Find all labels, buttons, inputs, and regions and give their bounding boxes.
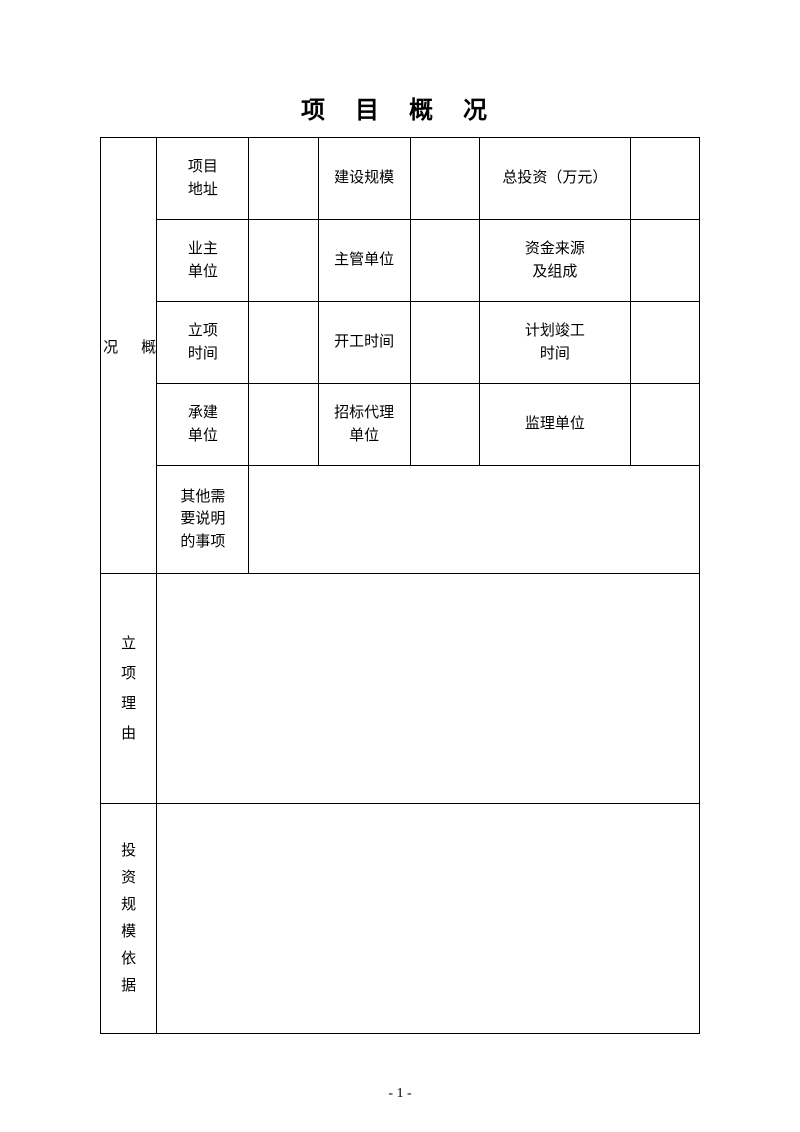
label-text: 概 xyxy=(139,339,155,372)
table-row: 立项 时间 开工时间 计划竣工 时间 xyxy=(101,302,700,384)
field-label: 招标代理 单位 xyxy=(318,384,410,466)
table-row: 投资规模依据 xyxy=(101,804,700,1034)
field-value xyxy=(630,302,699,384)
field-value xyxy=(410,384,479,466)
field-value xyxy=(249,138,318,220)
field-label: 开工时间 xyxy=(318,302,410,384)
field-label: 总投资（万元） xyxy=(479,138,630,220)
field-label: 建设规模 xyxy=(318,138,410,220)
field-value xyxy=(249,302,318,384)
label-text: 况 xyxy=(101,339,117,372)
page-number: - 1 - xyxy=(0,1086,800,1102)
field-value xyxy=(249,466,700,574)
field-label: 承建 单位 xyxy=(157,384,249,466)
page-title: 项 目 概 况 xyxy=(100,90,700,125)
field-label: 计划竣工 时间 xyxy=(479,302,630,384)
table-row: 立项理由 xyxy=(101,574,700,804)
field-value xyxy=(249,220,318,302)
table-row: 概 况 项目 地址 建设规模 总投资（万元） xyxy=(101,138,700,220)
field-value xyxy=(410,138,479,220)
field-value xyxy=(630,220,699,302)
field-label: 主管单位 xyxy=(318,220,410,302)
field-label: 其他需 要说明 的事项 xyxy=(157,466,249,574)
field-value xyxy=(410,220,479,302)
table-row: 业主 单位 主管单位 资金来源 及组成 xyxy=(101,220,700,302)
table-row: 承建 单位 招标代理 单位 监理单位 xyxy=(101,384,700,466)
field-value xyxy=(249,384,318,466)
table-row: 其他需 要说明 的事项 xyxy=(101,466,700,574)
field-label: 业主 单位 xyxy=(157,220,249,302)
overview-section-label: 概 况 xyxy=(101,138,157,574)
field-value xyxy=(630,138,699,220)
field-label: 立项 时间 xyxy=(157,302,249,384)
basis-section-label: 投资规模依据 xyxy=(101,804,157,1034)
field-value xyxy=(157,574,700,804)
field-value xyxy=(157,804,700,1034)
project-overview-table: 概 况 项目 地址 建设规模 总投资（万元） 业主 单位 主管单位 资金来源 及… xyxy=(100,137,700,1034)
field-label: 项目 地址 xyxy=(157,138,249,220)
field-label: 资金来源 及组成 xyxy=(479,220,630,302)
reason-section-label: 立项理由 xyxy=(101,574,157,804)
field-label: 监理单位 xyxy=(479,384,630,466)
field-value xyxy=(410,302,479,384)
field-value xyxy=(630,384,699,466)
